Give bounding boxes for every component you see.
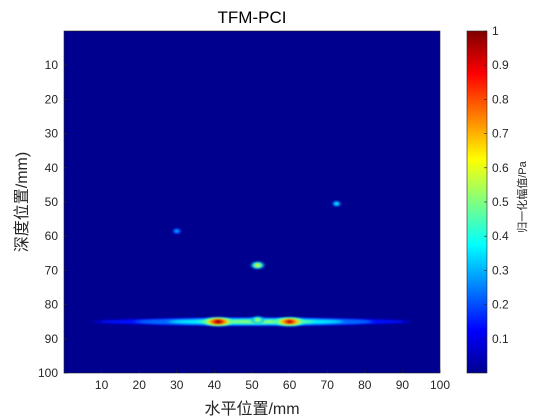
y-tick-label: 100: [38, 366, 58, 380]
heatmap-feature-point: [251, 261, 264, 269]
colorbar-label: 归一化幅值/Pa: [515, 160, 529, 232]
heatmap-feature-point: [173, 228, 180, 234]
x-axis-label: 水平位置/mm: [204, 400, 299, 418]
y-axis-ticks: 10 20 30 40 50 60 70 80 90 100: [38, 58, 68, 380]
x-tick-label: 10: [95, 378, 109, 392]
heatmap-feature-point: [203, 317, 234, 326]
heatmap-spot-layer: [215, 320, 222, 324]
colorbar-tick-label: 0.8: [492, 92, 509, 106]
x-tick-label: 100: [430, 378, 450, 392]
y-tick-label: 30: [45, 127, 59, 141]
x-tick-label: 40: [208, 378, 222, 392]
heatmap-spot-layer: [256, 264, 260, 267]
y-tick-label: 10: [45, 58, 59, 72]
y-tick-label: 20: [45, 92, 59, 106]
y-tick-label: 40: [45, 161, 59, 175]
colorbar-tick-label: 0.4: [492, 229, 509, 243]
colorbar-ticks: 0.1 0.2 0.3 0.4 0.5 0.6 0.7 0.8 0.9 1: [484, 24, 509, 346]
heatmap-feature-point: [333, 201, 340, 207]
colorbar-tick-label: 0.5: [492, 195, 509, 209]
heatmap-spot-layer: [176, 230, 178, 232]
x-axis-ticks: 10 20 30 40 50 60 70 80 90 100: [95, 369, 450, 392]
y-tick-label: 60: [45, 229, 59, 243]
x-tick-label: 60: [283, 378, 297, 392]
heatmap-spot-layer: [335, 202, 338, 205]
colorbar: 0.1 0.2 0.3 0.4 0.5 0.6 0.7 0.8 0.9 1 归一化幅值/Pa: [466, 24, 529, 374]
x-tick-label: 70: [321, 378, 335, 392]
y-tick-label: 80: [45, 298, 59, 312]
chart-title: TFM-PCI: [218, 8, 287, 27]
heatmap-background: [64, 31, 440, 373]
heatmap-features: [94, 201, 410, 326]
colorbar-tick-label: 0.1: [492, 332, 509, 346]
x-tick-label: 90: [396, 378, 410, 392]
heatmap-plot-area: [63, 30, 441, 374]
colorbar-tick-label: 0.2: [492, 298, 509, 312]
colorbar-tick-label: 0.9: [492, 58, 509, 72]
y-axis-label: 深度位置/mm): [13, 152, 31, 252]
heatmap-spot-layer: [256, 318, 260, 322]
colorbar-tick-label: 1: [492, 24, 499, 38]
x-tick-label: 30: [170, 378, 184, 392]
colorbar-tick-label: 0.7: [492, 127, 509, 141]
colorbar-tick-label: 0.3: [492, 263, 509, 277]
heatmap-feature-point: [251, 316, 264, 324]
x-tick-label: 50: [245, 378, 259, 392]
x-tick-label: 80: [358, 378, 372, 392]
colorbar-tick-label: 0.6: [492, 161, 509, 175]
heatmap-feature-point: [274, 317, 305, 326]
x-tick-label: 20: [133, 378, 147, 392]
y-tick-label: 70: [45, 263, 59, 277]
heatmap-spot-layer: [286, 320, 293, 324]
y-tick-label: 50: [45, 195, 59, 209]
y-tick-label: 90: [45, 332, 59, 346]
